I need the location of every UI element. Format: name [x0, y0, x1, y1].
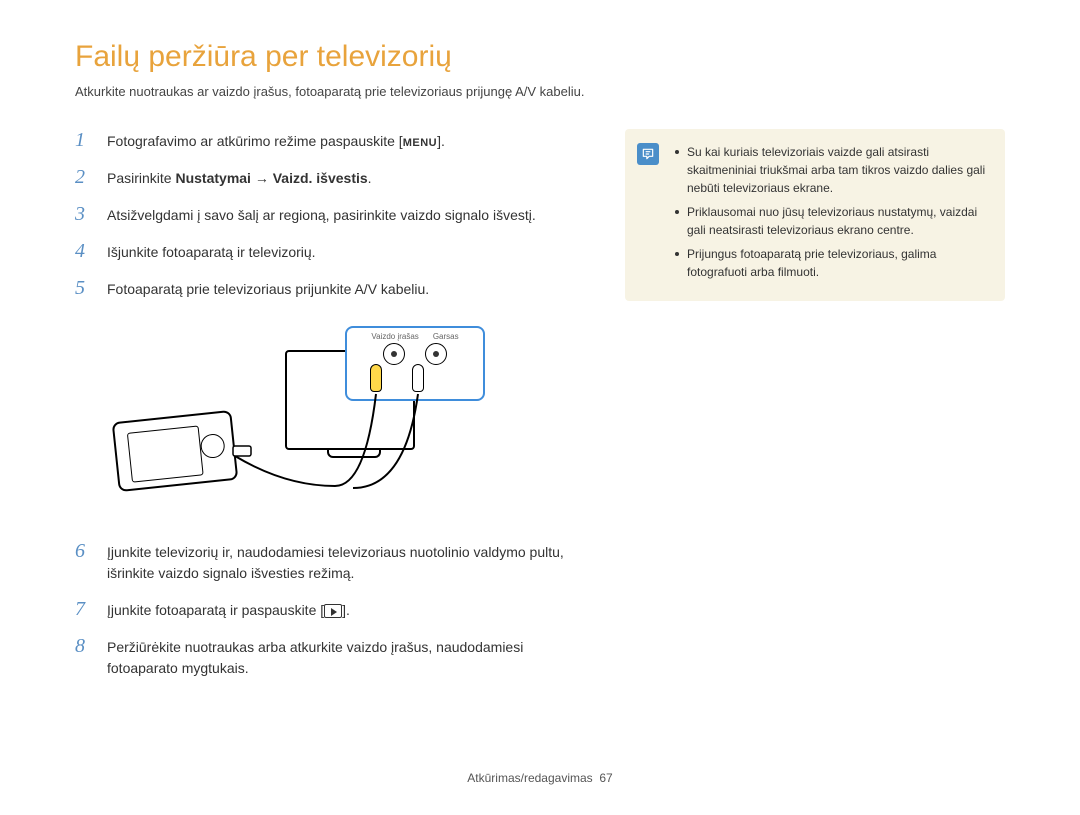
step-text: Išjunkite fotoaparatą ir televizorių.	[107, 240, 565, 263]
step-8: 8 Peržiūrėkite nuotraukas arba atkurkite…	[75, 635, 565, 679]
step-text: Įjunkite fotoaparatą ir paspauskite [].	[107, 598, 565, 621]
step-1-pre: Fotografavimo ar atkūrimo režime paspaus…	[107, 133, 403, 149]
step-text: Pasirinkite Nustatymai → Vaizd. išvestis…	[107, 166, 565, 189]
step-4: 4 Išjunkite fotoaparatą ir televizorių.	[75, 240, 565, 263]
step-6: 6 Įjunkite televizorių ir, naudodamiesi …	[75, 540, 565, 584]
step-2-bold: Nustatymai → Vaizd. išvestis	[175, 170, 367, 186]
playback-icon	[324, 604, 342, 618]
note-icon	[637, 143, 659, 165]
step-number: 7	[75, 598, 93, 620]
step-2-post: .	[368, 170, 372, 186]
manual-page: Failų peržiūra per televizorių Atkurkite…	[0, 0, 1080, 693]
step-text: Fotografavimo ar atkūrimo režime paspaus…	[107, 129, 565, 152]
step-7-post: ].	[342, 602, 350, 618]
audio-plug	[412, 364, 424, 392]
video-port	[383, 343, 405, 365]
step-text: Atsižvelgdami į savo šalį ar regioną, pa…	[107, 203, 565, 226]
audio-port-label: Garsas	[433, 332, 459, 341]
note-item: Su kai kuriais televizoriais vaizde gali…	[675, 143, 989, 197]
step-7: 7 Įjunkite fotoaparatą ir paspauskite []…	[75, 598, 565, 621]
step-number: 3	[75, 203, 93, 225]
footer-section: Atkūrimas/redagavimas	[467, 771, 592, 785]
camera-illustration	[112, 410, 239, 492]
footer-page-number: 67	[599, 771, 612, 785]
step-1: 1 Fotografavimo ar atkūrimo režime paspa…	[75, 129, 565, 152]
page-footer: Atkūrimas/redagavimas 67	[0, 771, 1080, 785]
left-column: 1 Fotografavimo ar atkūrimo režime paspa…	[75, 129, 565, 693]
av-labels: Vaizdo įrašas Garsas	[371, 332, 458, 341]
right-column: Su kai kuriais televizoriais vaizde gali…	[625, 129, 1005, 693]
menu-label: MENU	[403, 137, 437, 149]
step-7-pre: Įjunkite fotoaparatą ir paspauskite [	[107, 602, 324, 618]
note-box: Su kai kuriais televizoriais vaizde gali…	[625, 129, 1005, 301]
video-port-label: Vaizdo įrašas	[371, 332, 418, 341]
note-item: Priklausomai nuo jūsų televizoriaus nust…	[675, 203, 989, 239]
step-number: 1	[75, 129, 93, 151]
note-item: Prijungus fotoaparatą prie televizoriaus…	[675, 245, 989, 281]
step-3: 3 Atsižvelgdami į savo šalį ar regioną, …	[75, 203, 565, 226]
audio-port	[425, 343, 447, 365]
page-subtitle: Atkurkite nuotraukas ar vaizdo įrašus, f…	[75, 84, 1005, 99]
note-list: Su kai kuriais televizoriais vaizde gali…	[675, 143, 989, 281]
step-number: 5	[75, 277, 93, 299]
step-text: Įjunkite televizorių ir, naudodamiesi te…	[107, 540, 565, 584]
av-ports	[383, 343, 447, 365]
step-number: 4	[75, 240, 93, 262]
step-text: Fotoaparatą prie televizoriaus prijunkit…	[107, 277, 565, 300]
step-number: 2	[75, 166, 93, 188]
step-1-post: ].	[437, 133, 445, 149]
step-number: 6	[75, 540, 93, 562]
connection-diagram: Vaizdo įrašas Garsas	[105, 316, 565, 516]
step-2: 2 Pasirinkite Nustatymai → Vaizd. išvest…	[75, 166, 565, 189]
step-text: Peržiūrėkite nuotraukas arba atkurkite v…	[107, 635, 565, 679]
page-title: Failų peržiūra per televizorių	[75, 40, 1005, 74]
step-number: 8	[75, 635, 93, 657]
step-5: 5 Fotoaparatą prie televizoriaus prijunk…	[75, 277, 565, 300]
content-columns: 1 Fotografavimo ar atkūrimo režime paspa…	[75, 129, 1005, 693]
step-2-pre: Pasirinkite	[107, 170, 175, 186]
video-plug	[370, 364, 382, 392]
